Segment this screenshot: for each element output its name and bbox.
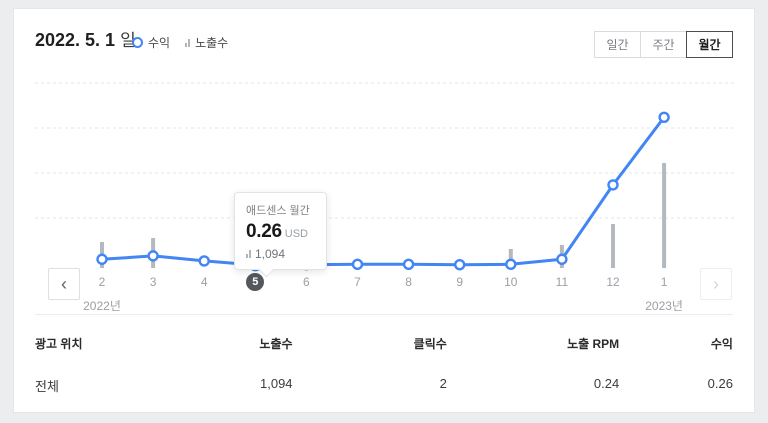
next-period-button[interactable]: ›	[700, 268, 732, 300]
x-label-selected-5[interactable]: 5	[246, 273, 265, 291]
x-label-3: 3	[149, 275, 157, 289]
col-header-rpm: 노출 RPM	[567, 337, 620, 351]
x-label-7: 7	[354, 275, 361, 289]
prev-period-button[interactable]: ‹	[48, 268, 80, 300]
legend-item-impressions: 노출수	[185, 34, 228, 51]
cell-clicks: 2	[439, 376, 447, 391]
legend-impressions-label: 노출수	[195, 36, 229, 50]
impressions-bar-1[interactable]	[662, 163, 667, 268]
range-button-monthly[interactable]: 월간	[686, 31, 733, 58]
x-label-8: 8	[405, 275, 412, 289]
table-row: 전체 1,094 2 0.24 0.26	[35, 376, 733, 395]
year-label: 2023년	[645, 299, 683, 313]
tooltip-impressions-value: 1,094	[255, 247, 286, 261]
tooltip-impressions-icon	[246, 250, 251, 258]
revenue-impressions-chart	[35, 82, 735, 272]
data-point-7[interactable]	[351, 258, 364, 271]
data-point-1[interactable]	[658, 111, 670, 123]
col-header-ad-position: 광고 위치	[35, 337, 83, 351]
year-label: 2022년	[83, 299, 121, 313]
data-point-8[interactable]	[402, 258, 415, 271]
x-label-6: 6	[303, 275, 310, 289]
data-point-2[interactable]	[96, 253, 108, 265]
chevron-right-icon: ›	[713, 274, 719, 294]
x-label-10: 10	[504, 275, 518, 289]
cell-ad-position: 전체	[35, 379, 59, 394]
date-unit-label: 일	[120, 31, 136, 50]
col-header-revenue: 수익	[710, 337, 733, 351]
revenue-line	[101, 116, 666, 267]
impressions-bars-icon	[185, 38, 191, 47]
x-label-1: 1	[660, 275, 668, 289]
data-point-3[interactable]	[147, 250, 159, 262]
summary-table: 광고 위치 노출수 클릭수 노출 RPM 수익 전체 1,094 2 0.24 …	[35, 314, 733, 395]
impressions-bar-12[interactable]	[611, 224, 615, 268]
data-point-9[interactable]	[454, 258, 466, 271]
x-label-12: 12	[606, 275, 620, 289]
table-header-row: 광고 위치 노출수 클릭수 노출 RPM 수익	[35, 335, 733, 352]
data-point-4[interactable]	[198, 255, 210, 267]
x-label-11: 11	[555, 275, 569, 289]
x-label-4: 4	[200, 275, 208, 289]
data-point-11[interactable]	[556, 253, 568, 265]
range-toggle-group: 일간 주간 월간	[594, 31, 733, 58]
tooltip-currency-unit: USD	[284, 228, 309, 240]
chevron-left-icon: ‹	[61, 274, 67, 294]
legend-item-revenue: 수익	[132, 34, 170, 51]
x-label-9: 9	[456, 275, 464, 289]
legend-revenue-label: 수익	[148, 36, 171, 50]
cell-rpm: 0.24	[593, 376, 620, 391]
cell-impressions: 1,094	[260, 376, 293, 391]
x-label-2: 2	[98, 275, 106, 289]
tooltip-revenue-value: 0.26	[246, 221, 282, 242]
col-header-clicks: 클릭수	[413, 337, 447, 351]
date-title: 2022. 5. 1	[35, 30, 116, 50]
chart-tooltip: 애드센스 월간 0.26 USD 1,094	[234, 192, 327, 278]
impressions-bar-10[interactable]	[508, 249, 513, 268]
data-point-12[interactable]	[607, 179, 619, 191]
revenue-dot-icon	[132, 37, 143, 48]
cell-revenue: 0.26	[707, 376, 733, 391]
range-button-daily[interactable]: 일간	[594, 31, 641, 58]
tooltip-title: 애드센스 월간	[246, 205, 310, 217]
col-header-impressions: 노출수	[259, 337, 293, 351]
chart-legend: 수익 노출수	[132, 34, 228, 51]
data-point-10[interactable]	[505, 258, 517, 271]
